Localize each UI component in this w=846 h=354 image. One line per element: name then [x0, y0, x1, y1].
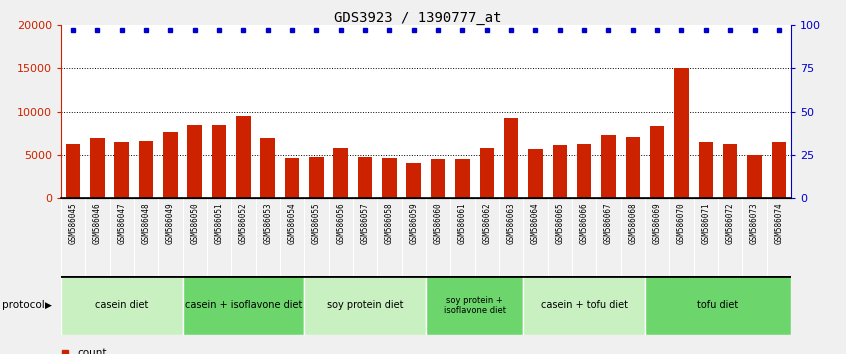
Text: GSM586057: GSM586057 — [360, 202, 370, 244]
Bar — [236, 116, 250, 198]
Text: GSM586048: GSM586048 — [141, 202, 151, 244]
Text: GSM586045: GSM586045 — [69, 202, 78, 244]
Text: GSM586055: GSM586055 — [312, 202, 321, 244]
Text: GSM586065: GSM586065 — [555, 202, 564, 244]
Bar — [261, 138, 275, 198]
Bar — [305, 276, 426, 335]
Bar — [66, 144, 80, 198]
Bar — [183, 276, 305, 335]
Text: GSM586059: GSM586059 — [409, 202, 418, 244]
Text: protocol: protocol — [2, 300, 45, 310]
Bar — [772, 142, 786, 198]
Bar — [285, 158, 299, 198]
Text: soy protein +
isoflavone diet: soy protein + isoflavone diet — [443, 296, 506, 315]
Text: GSM586058: GSM586058 — [385, 202, 394, 244]
Bar — [358, 158, 372, 198]
Bar — [309, 156, 324, 198]
Bar — [504, 118, 519, 198]
Bar — [212, 125, 227, 198]
Bar — [528, 149, 543, 198]
Text: GSM586053: GSM586053 — [263, 202, 272, 244]
Text: GSM586072: GSM586072 — [726, 202, 734, 244]
Text: GSM586073: GSM586073 — [750, 202, 759, 244]
Bar — [524, 276, 645, 335]
Bar — [114, 142, 129, 198]
Text: GSM586067: GSM586067 — [604, 202, 613, 244]
Text: GSM586060: GSM586060 — [434, 202, 442, 244]
Bar — [650, 126, 664, 198]
Text: casein + tofu diet: casein + tofu diet — [541, 300, 628, 310]
Bar — [602, 135, 616, 198]
Text: GSM586056: GSM586056 — [336, 202, 345, 244]
Bar — [455, 159, 470, 198]
Text: GSM586064: GSM586064 — [531, 202, 540, 244]
Bar — [674, 68, 689, 198]
Bar — [722, 144, 738, 198]
Text: GSM586049: GSM586049 — [166, 202, 175, 244]
Text: GSM586068: GSM586068 — [629, 202, 637, 244]
Bar — [645, 276, 791, 335]
Bar — [480, 148, 494, 198]
Text: GSM586070: GSM586070 — [677, 202, 686, 244]
Bar — [163, 132, 178, 198]
Text: GSM586047: GSM586047 — [118, 202, 126, 244]
Text: GSM586051: GSM586051 — [215, 202, 223, 244]
Bar — [139, 141, 153, 198]
Bar — [699, 142, 713, 198]
Text: GSM586063: GSM586063 — [507, 202, 516, 244]
Text: GSM586066: GSM586066 — [580, 202, 589, 244]
Bar — [91, 138, 105, 198]
Bar — [188, 125, 202, 198]
Text: GSM586062: GSM586062 — [482, 202, 492, 244]
Text: soy protein diet: soy protein diet — [327, 300, 404, 310]
Bar — [431, 159, 446, 198]
Text: GSM586061: GSM586061 — [458, 202, 467, 244]
Bar — [577, 144, 591, 198]
Text: GSM586054: GSM586054 — [288, 202, 297, 244]
Text: GSM586050: GSM586050 — [190, 202, 200, 244]
Bar — [382, 158, 397, 198]
Text: count: count — [77, 348, 107, 354]
Text: casein + isoflavone diet: casein + isoflavone diet — [184, 300, 302, 310]
Text: GSM586074: GSM586074 — [774, 202, 783, 244]
Text: tofu diet: tofu diet — [697, 300, 739, 310]
Text: GSM586071: GSM586071 — [701, 202, 711, 244]
Bar — [406, 163, 421, 198]
Text: ▶: ▶ — [45, 301, 52, 310]
Bar — [552, 145, 567, 198]
Text: GSM586069: GSM586069 — [652, 202, 662, 244]
Bar — [333, 148, 348, 198]
Bar — [747, 155, 761, 198]
Bar — [426, 276, 524, 335]
Bar — [625, 137, 640, 198]
Bar — [61, 276, 183, 335]
Text: GSM586046: GSM586046 — [93, 202, 102, 244]
Text: GDS3923 / 1390777_at: GDS3923 / 1390777_at — [334, 11, 501, 25]
Text: GSM586052: GSM586052 — [239, 202, 248, 244]
Text: casein diet: casein diet — [95, 300, 148, 310]
